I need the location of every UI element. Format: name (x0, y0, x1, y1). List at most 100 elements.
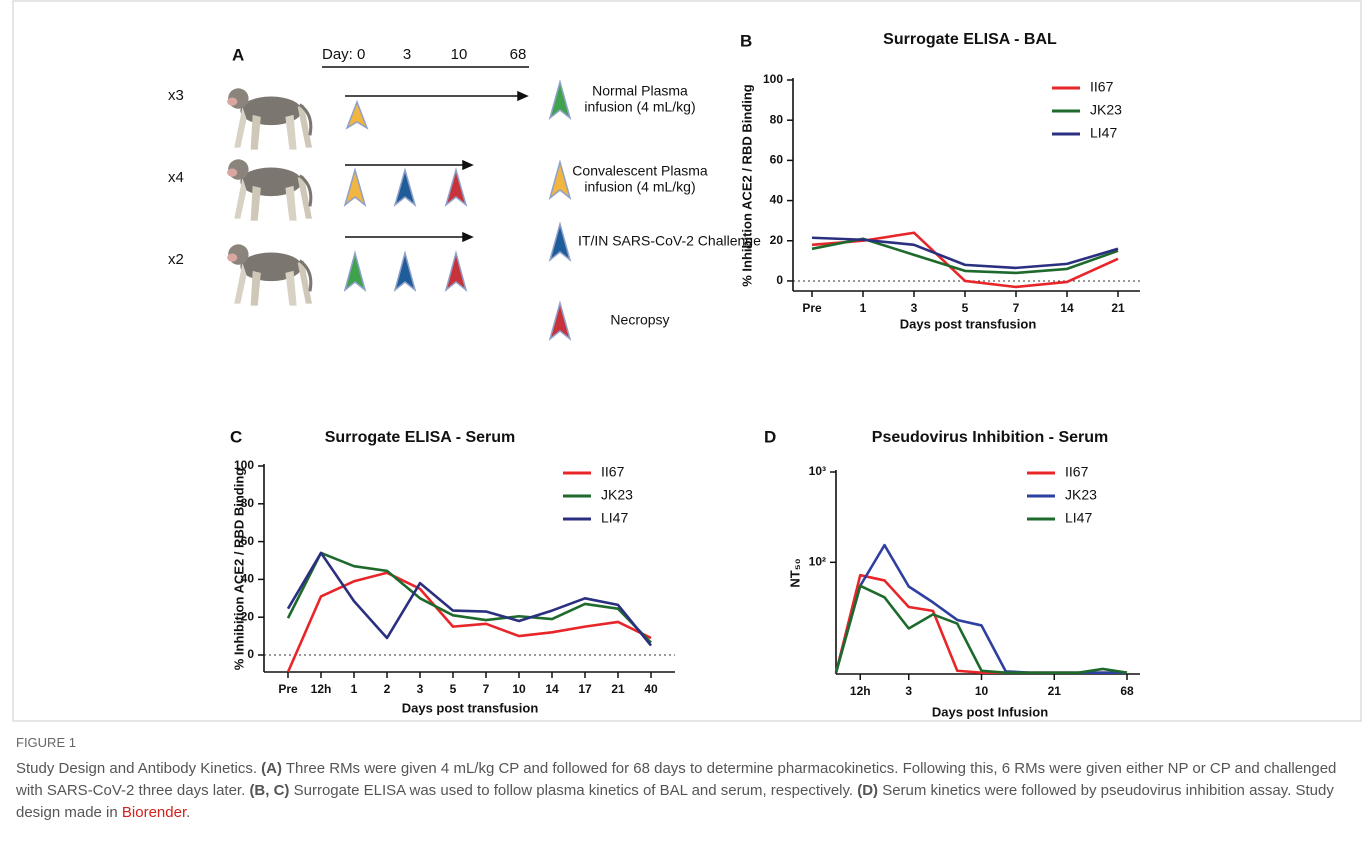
data-line (834, 584, 1128, 674)
figure: A Day: 0 3 10 68 x3 x4 x2 Normal Plasmai… (12, 0, 1362, 722)
y-tick-label: 40 (241, 572, 255, 586)
panel-label: C (230, 427, 242, 446)
x-tick-label: 12h (311, 682, 332, 696)
data-line (811, 237, 1119, 275)
row-label: x2 (168, 251, 184, 268)
monkey (225, 242, 314, 308)
caption-segment: Study Design and Antibody Kinetics. (16, 760, 262, 777)
row-label: x3 (168, 87, 184, 104)
caption-segment: Serum kinetics were followed by pseudovi… (16, 782, 1338, 821)
monkey (225, 86, 314, 152)
figure-label: FIGURE 1 (16, 735, 76, 750)
x-tick-label: 3 (911, 301, 918, 315)
x-tick-label: 5 (450, 682, 457, 696)
caption-segment: (B, C) (249, 782, 290, 799)
x-tick-label: 2 (384, 682, 391, 696)
chart-title: Pseudovirus Inhibition - Serum (872, 429, 1108, 446)
x-tick-label: 1 (351, 682, 358, 696)
legend-label: JK23 (1065, 487, 1097, 503)
y-tick-label: 80 (770, 112, 784, 126)
legend-text: Necropsy (610, 312, 669, 328)
panel-label: B (740, 31, 752, 50)
legend-label: JK23 (601, 487, 633, 503)
y-tick-label: 0 (247, 647, 254, 661)
legend-text: infusion (4 mL/kg) (584, 179, 695, 195)
panel-label: D (764, 427, 776, 446)
legend-label: II67 (601, 464, 625, 480)
x-tick-label: 7 (483, 682, 490, 696)
legend-label: JK23 (1090, 102, 1122, 118)
x-axis-title: Days post transfusion (402, 700, 539, 715)
event-markers (343, 79, 572, 342)
day: 68 (510, 46, 527, 63)
x-tick-label: 17 (578, 682, 592, 696)
study-design: A Day: 0 3 10 68 x3 x4 x2 Normal Plasmai… (168, 45, 761, 342)
y-tick-label: 0 (776, 273, 783, 287)
caption-segment: . (186, 804, 191, 821)
y-tick-label: 20 (241, 609, 255, 623)
day: 3 (403, 46, 411, 63)
figure-frame (12, 0, 1362, 722)
chart: D Pseudovirus Inhibition - Serum Days post… (764, 427, 1140, 719)
y-tick-label: 60 (770, 153, 784, 167)
x-tick-label: Pre (802, 301, 822, 315)
x-axis-title: Days post Infusion (932, 704, 1048, 719)
y-tick-label: 10² (809, 554, 826, 568)
x-tick-label: 3 (417, 682, 424, 696)
caption-segment: Surrogate ELISA was used to follow plasm… (289, 782, 858, 799)
legend-label: LI47 (601, 510, 628, 526)
legend-text: infusion (4 mL/kg) (584, 99, 695, 115)
panel-label: A (232, 45, 244, 64)
data-line (286, 551, 653, 647)
row-label: x4 (168, 169, 184, 186)
x-tick-label: 40 (644, 682, 658, 696)
chart: B Surrogate ELISA - BAL Days post transfus… (739, 31, 1140, 331)
y-axis-title: % Inhibition ACE2 / RBD Binding (739, 84, 754, 287)
y-tick-label: 20 (770, 233, 784, 247)
x-tick-label: Pre (278, 682, 298, 696)
x-tick-label: 21 (1111, 301, 1125, 315)
x-tick-label: 10 (975, 684, 989, 698)
x-tick-label: 1 (860, 301, 867, 315)
x-tick-label: 10 (512, 682, 526, 696)
data-line (834, 543, 1127, 674)
legend-label: II67 (1090, 79, 1114, 95)
data-line (811, 236, 1119, 270)
legend-text: Normal Plasma (592, 83, 688, 99)
x-tick-label: 3 (905, 684, 912, 698)
x-tick-label: 7 (1013, 301, 1020, 315)
caption-segment: (A) (261, 760, 282, 777)
x-tick-label: 14 (545, 682, 559, 696)
caption-text: Study Design and Antibody Kinetics. (A) … (16, 758, 1356, 824)
legend-label: LI47 (1090, 125, 1117, 141)
legend-label: II67 (1065, 464, 1089, 480)
data-line (286, 571, 652, 673)
caption: FIGURE 1 Study Design and Antibody Kinet… (16, 732, 1356, 824)
legend-text: IT/IN SARS-CoV-2 Challenge (578, 233, 761, 249)
y-tick-label: 60 (241, 534, 255, 548)
x-tick-label: 5 (962, 301, 969, 315)
x-tick-label: 68 (1120, 684, 1134, 698)
chart: C Surrogate ELISA - Serum Days post transf… (230, 427, 675, 715)
chart-title: Surrogate ELISA - Serum (325, 429, 516, 446)
monkey (225, 157, 314, 223)
caption-segment: (D) (857, 782, 879, 799)
arrows (345, 90, 529, 243)
y-tick-label: 10³ (809, 464, 826, 478)
day-label: Day: 0 (322, 46, 365, 63)
x-tick-label: 14 (1060, 301, 1074, 315)
caption-segment: Biorender (121, 804, 187, 821)
x-tick-label: 21 (1048, 684, 1062, 698)
y-tick-label: 40 (770, 193, 784, 207)
chart-title: Surrogate ELISA - BAL (883, 31, 1057, 48)
legend-label: LI47 (1065, 510, 1092, 526)
y-axis-title: NT₅₀ (787, 558, 802, 587)
day: 10 (451, 46, 468, 63)
data-line (834, 573, 1127, 674)
y-tick-label: 100 (234, 458, 254, 472)
caption-segment: Three RMs were given 4 mL/kg CP and foll… (16, 760, 1341, 799)
x-axis-title: Days post transfusion (900, 316, 1037, 331)
data-line (286, 551, 652, 644)
x-tick-label: 21 (611, 682, 625, 696)
